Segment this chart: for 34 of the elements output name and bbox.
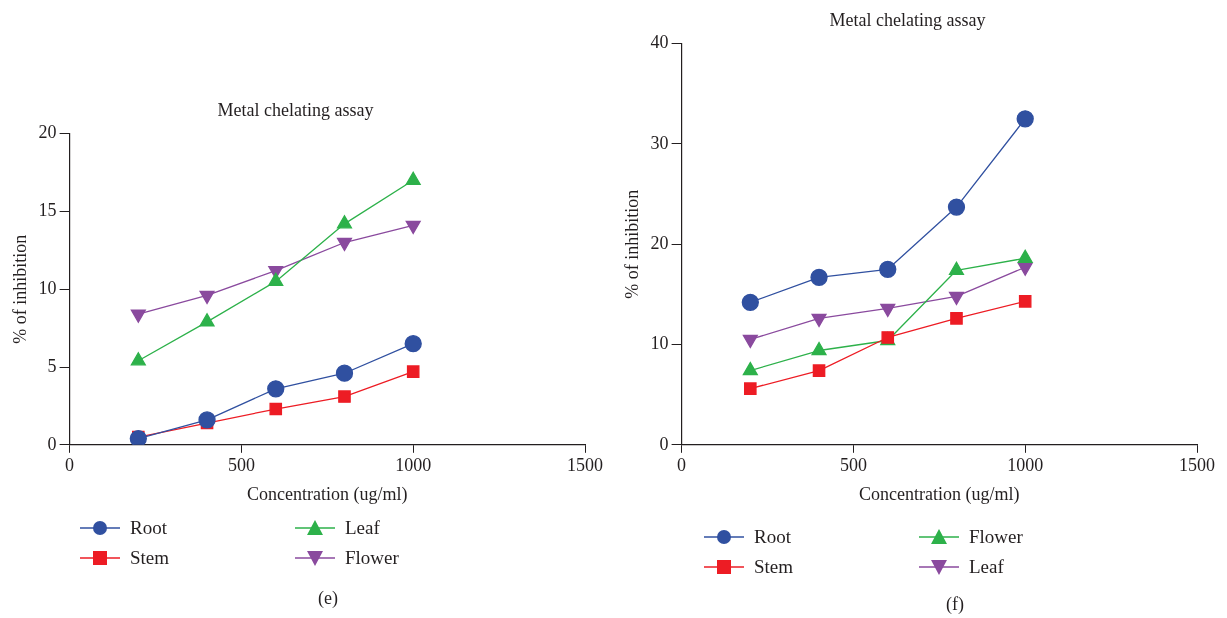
x-tick-label: 0 [65, 455, 75, 476]
y-tick-label: 0 [659, 433, 669, 454]
y-tick-label: 30 [650, 132, 669, 153]
legend-label: Root [130, 517, 167, 539]
legend-label: Leaf [969, 556, 1004, 578]
x-axis-title: Concentration (ug/ml) [247, 483, 408, 505]
x-tick-label: 1500 [567, 455, 603, 476]
chart-title: Metal chelating assay [217, 99, 374, 120]
x-tick-label: 1000 [1007, 455, 1044, 476]
legend-label: Root [754, 526, 791, 548]
y-tick-label: 20 [650, 232, 669, 253]
x-tick-label: 1500 [1179, 455, 1215, 476]
text: (e) [318, 588, 338, 609]
y-tick-label: 20 [38, 122, 57, 143]
y-tick-label: 10 [38, 277, 57, 298]
y-axis-title: % of inhibition [9, 234, 30, 344]
x-tick-label: 0 [677, 455, 687, 476]
y-tick-label: 15 [38, 200, 57, 221]
legend-label: Stem [130, 547, 170, 569]
y-axis-title: % of inhibition [621, 189, 642, 299]
legend-label: Leaf [345, 517, 380, 539]
y-tick-label: 40 [650, 32, 669, 53]
text: (f) [946, 594, 964, 615]
chart-title: Metal chelating assay [829, 9, 986, 30]
y-tick-label: 0 [47, 433, 57, 454]
y-tick-label: 5 [47, 355, 57, 376]
x-axis-title: Concentration (ug/ml) [859, 483, 1020, 505]
x-tick-label: 500 [839, 455, 867, 476]
y-tick-label: 10 [650, 333, 669, 354]
legend-label: Flower [345, 547, 399, 569]
x-tick-label: 1000 [395, 455, 432, 476]
legend-label: Stem [754, 556, 794, 578]
x-tick-label: 500 [227, 455, 255, 476]
legend-label: Flower [969, 526, 1023, 548]
